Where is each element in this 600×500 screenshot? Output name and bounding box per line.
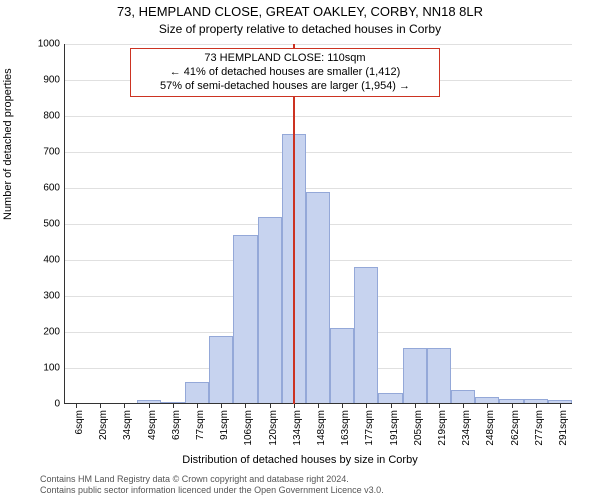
histogram-bar — [403, 348, 427, 404]
x-tick-mark — [100, 404, 101, 408]
histogram-bar — [330, 328, 354, 404]
y-tick-label: 500 — [28, 219, 60, 230]
grid-line — [64, 152, 572, 153]
footer-line1: Contains HM Land Registry data © Crown c… — [40, 474, 384, 485]
x-tick-label: 148sqm — [316, 410, 327, 450]
x-tick-mark — [560, 404, 561, 408]
grid-line — [64, 188, 572, 189]
x-tick-mark — [294, 404, 295, 408]
histogram-bar — [451, 390, 475, 404]
plot-area — [64, 44, 572, 404]
x-tick-mark — [245, 404, 246, 408]
y-axis-line — [64, 44, 65, 404]
x-tick-mark — [318, 404, 319, 408]
annotation-box: 73 HEMPLAND CLOSE: 110sqm ← 41% of detac… — [130, 48, 440, 97]
x-tick-mark — [221, 404, 222, 408]
x-tick-label: 262sqm — [510, 410, 521, 450]
annotation-line3: 57% of semi-detached houses are larger (… — [135, 80, 435, 94]
x-tick-label: 163sqm — [340, 410, 351, 450]
histogram-bar — [209, 336, 233, 404]
histogram-bar — [354, 267, 378, 404]
y-tick-label: 600 — [28, 183, 60, 194]
x-tick-mark — [366, 404, 367, 408]
x-tick-label: 6sqm — [74, 410, 85, 450]
x-tick-mark — [173, 404, 174, 408]
x-tick-label: 34sqm — [122, 410, 133, 450]
x-tick-mark — [270, 404, 271, 408]
grid-line — [64, 116, 572, 117]
x-tick-label: 120sqm — [268, 410, 279, 450]
y-tick-label: 800 — [28, 111, 60, 122]
y-axis-label: Number of detached properties — [2, 68, 14, 220]
y-tick-label: 100 — [28, 363, 60, 374]
x-tick-mark — [342, 404, 343, 408]
x-tick-label: 205sqm — [413, 410, 424, 450]
x-tick-label: 177sqm — [364, 410, 375, 450]
marker-line — [293, 44, 295, 404]
x-tick-mark — [536, 404, 537, 408]
x-tick-label: 277sqm — [534, 410, 545, 450]
footer-line2: Contains public sector information licen… — [40, 485, 384, 496]
x-tick-label: 248sqm — [485, 410, 496, 450]
x-tick-mark — [512, 404, 513, 408]
y-tick-label: 0 — [28, 399, 60, 410]
x-tick-label: 134sqm — [292, 410, 303, 450]
y-tick-label: 400 — [28, 255, 60, 266]
x-tick-label: 219sqm — [437, 410, 448, 450]
x-tick-label: 106sqm — [243, 410, 254, 450]
x-tick-mark — [391, 404, 392, 408]
chart-title: 73, HEMPLAND CLOSE, GREAT OAKLEY, CORBY,… — [0, 4, 600, 19]
y-tick-label: 1000 — [28, 39, 60, 50]
x-axis-label: Distribution of detached houses by size … — [0, 454, 600, 466]
x-tick-label: 77sqm — [195, 410, 206, 450]
chart-subtitle: Size of property relative to detached ho… — [0, 22, 600, 36]
grid-line — [64, 44, 572, 45]
annotation-line2: ← 41% of detached houses are smaller (1,… — [135, 66, 435, 80]
y-tick-label: 900 — [28, 75, 60, 86]
x-tick-mark — [415, 404, 416, 408]
x-tick-mark — [197, 404, 198, 408]
x-tick-label: 191sqm — [389, 410, 400, 450]
x-tick-label: 63sqm — [171, 410, 182, 450]
histogram-bar — [258, 217, 282, 404]
y-tick-label: 300 — [28, 291, 60, 302]
x-tick-mark — [463, 404, 464, 408]
histogram-bar — [185, 382, 209, 404]
x-tick-label: 49sqm — [147, 410, 158, 450]
annotation-line1: 73 HEMPLAND CLOSE: 110sqm — [135, 52, 435, 66]
x-tick-mark — [149, 404, 150, 408]
chart-container: 73, HEMPLAND CLOSE, GREAT OAKLEY, CORBY,… — [0, 0, 600, 500]
histogram-bar — [306, 192, 330, 404]
x-tick-mark — [76, 404, 77, 408]
x-tick-label: 91sqm — [219, 410, 230, 450]
x-tick-label: 291sqm — [558, 410, 569, 450]
histogram-bar — [427, 348, 451, 404]
footer: Contains HM Land Registry data © Crown c… — [40, 474, 384, 496]
x-tick-mark — [124, 404, 125, 408]
x-tick-mark — [439, 404, 440, 408]
x-tick-label: 234sqm — [461, 410, 472, 450]
x-tick-label: 20sqm — [98, 410, 109, 450]
histogram-bar — [233, 235, 257, 404]
y-tick-label: 700 — [28, 147, 60, 158]
y-tick-label: 200 — [28, 327, 60, 338]
x-tick-mark — [487, 404, 488, 408]
